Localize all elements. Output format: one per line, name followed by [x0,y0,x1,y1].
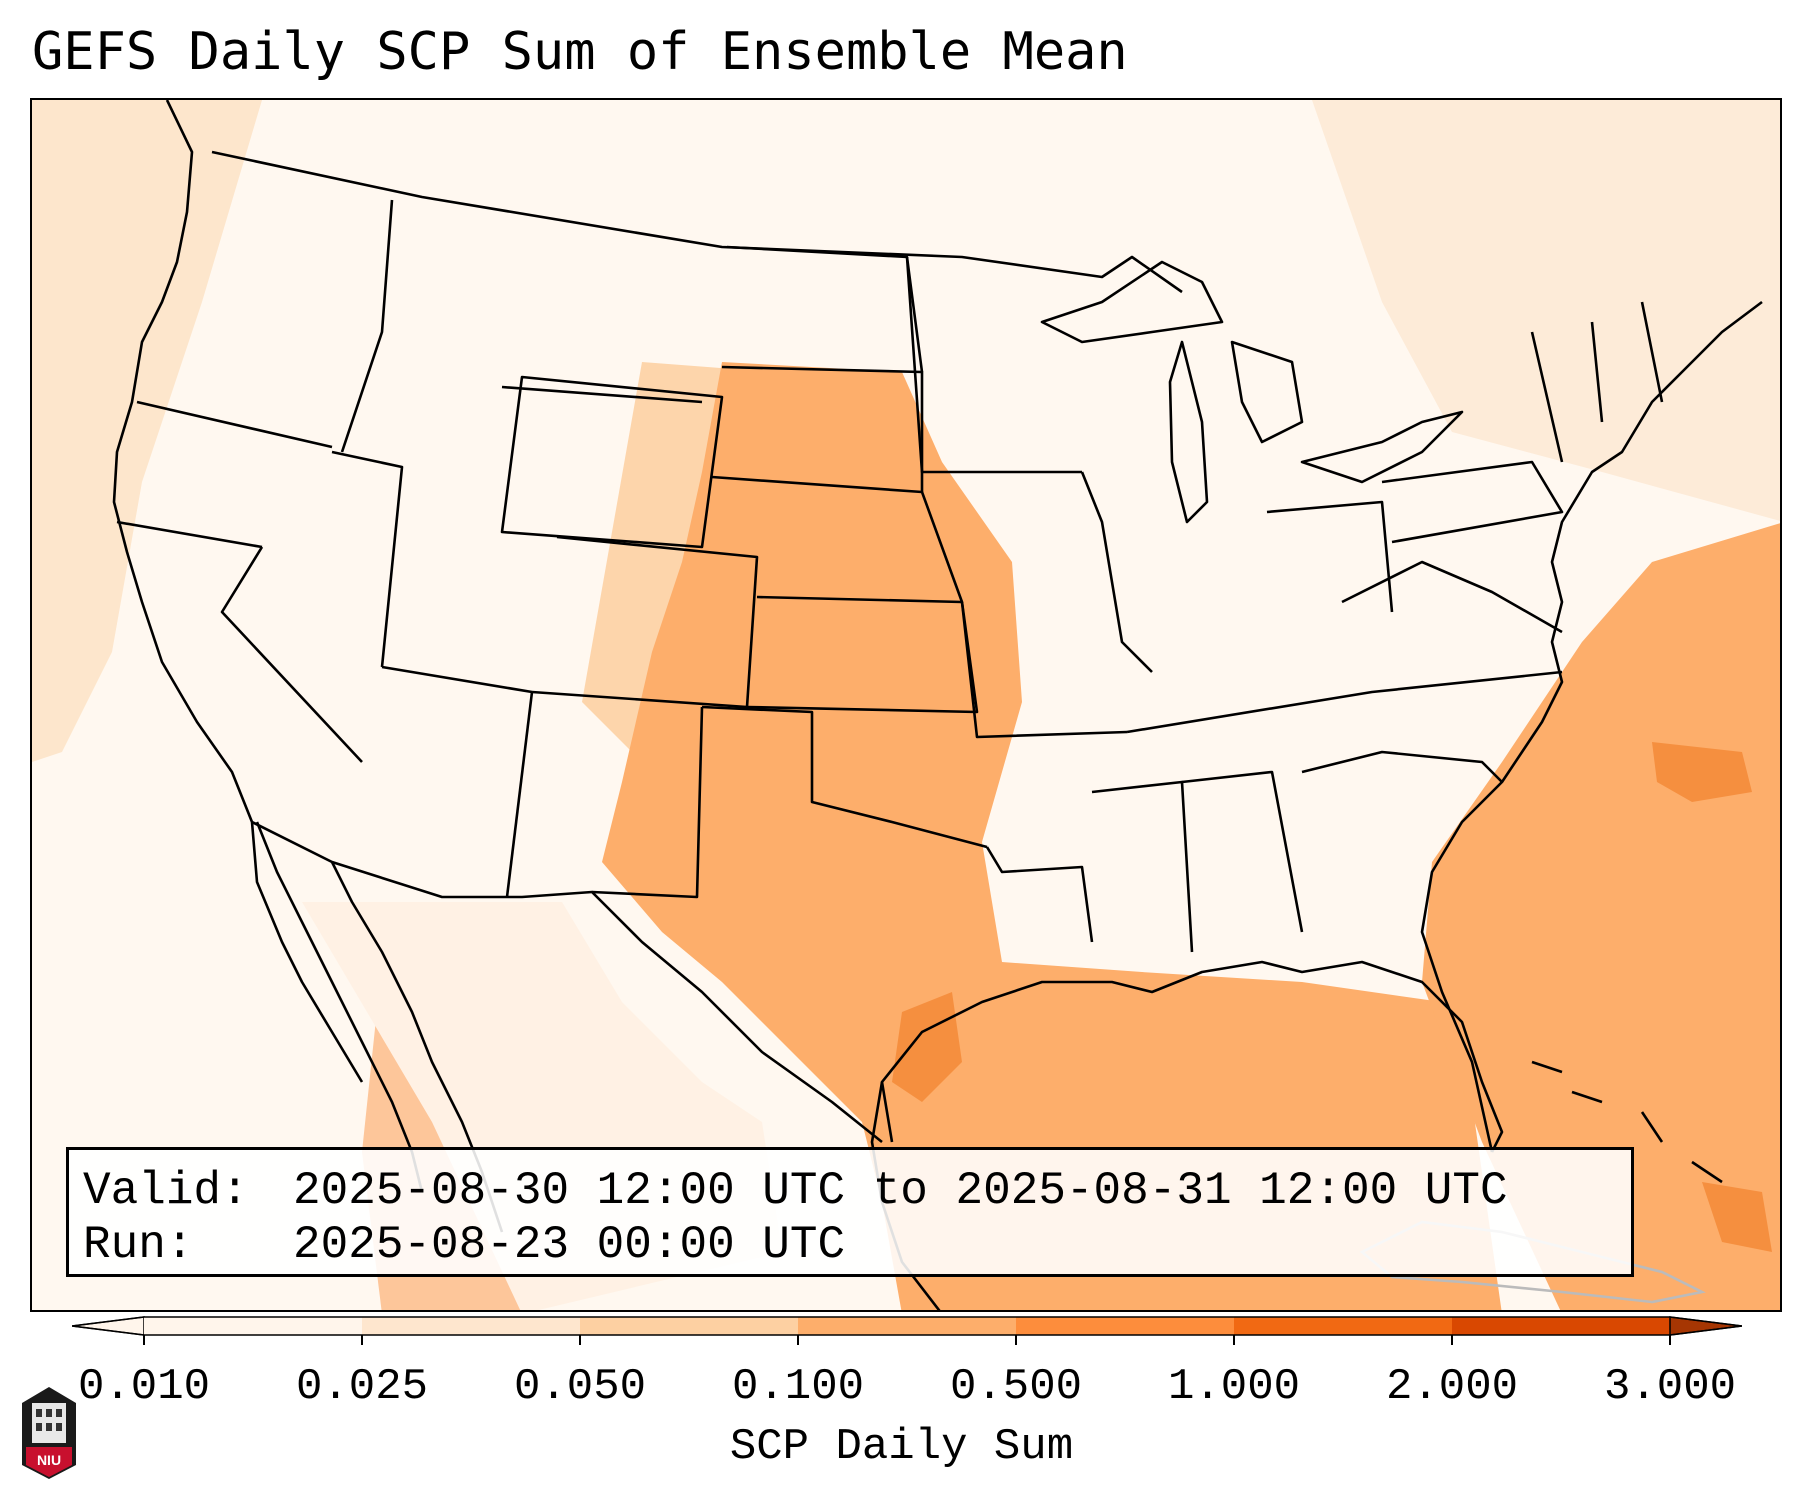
state-line-ca-nv [220,546,363,763]
valid-row: Valid: 2025-08-30 12:00 UTC to 2025-08-31… [83,1164,1631,1218]
state-line-nc-sc [1301,750,1503,783]
state-line-ne-states [1530,301,1664,463]
state-line-mn-ia [905,256,1082,474]
boundary-lines [112,100,1763,1310]
state-line-ar-la [985,846,1094,943]
valid-run-info-box: Valid: 2025-08-30 12:00 UTC to 2025-08-31… [66,1147,1634,1277]
colorbar-tick-label: 0.025 [295,1362,429,1412]
state-line-wy-box [500,375,724,549]
colorbar-segment [362,1317,581,1335]
state-line-tn-ky [1126,670,1563,734]
logo-red-band [26,1447,72,1477]
state-line-al-ga [1181,770,1304,933]
state-line-mt-wy [501,385,703,404]
shade-atlantic-dark-2 [1702,1182,1772,1252]
pacific-coastline [112,100,364,1083]
lake-huron [1230,340,1304,444]
map-panel [30,98,1782,1312]
gulf-coastline [880,960,1504,1153]
colorbar-tick-label: 0.500 [949,1362,1083,1412]
colorbar-segment [144,1317,363,1335]
state-line-ks [746,595,979,714]
lake-erie-ontario [1300,410,1464,484]
baja-coastline [255,821,424,1193]
map-title: GEFS Daily SCP Sum of Ensemble Mean [32,22,1128,82]
colorbar-segment [1452,1317,1671,1335]
lake-michigan [1168,340,1209,524]
colorbar-label: SCP Daily Sum [729,1422,1074,1472]
niu-logo: NIU [22,1387,76,1479]
state-line-wa-or [136,400,333,449]
valid-value: 2025-08-30 12:00 UTC to 2025-08-31 12:00… [293,1165,1508,1217]
logo-window [46,1423,52,1431]
state-line-oh [1266,500,1394,613]
state-line-pa-ny [1381,460,1564,544]
us-canada-border [211,150,1183,294]
colorbar-tick-label: 3.000 [1603,1362,1737,1412]
state-line-nm-tx [591,706,704,899]
state-line-id-mt [340,199,394,453]
colorbar-tick-label: 0.010 [77,1362,211,1412]
logo-window [36,1409,42,1417]
colorbar [72,1316,1742,1345]
logo-window [36,1423,42,1431]
run-value: 2025-08-23 00:00 UTC [293,1219,846,1271]
bahamas-outline [1531,1060,1723,1184]
state-line-nv-ut [331,450,404,668]
state-line-ut-az [381,665,533,694]
logo-window [46,1409,52,1417]
state-line-or-ca [116,520,263,549]
scp-shading [32,100,1780,1310]
colorbar-tick-label: 2.000 [1385,1362,1519,1412]
lake-superior [1040,260,1224,344]
atlantic-coastline [1420,300,1763,1153]
shade-pacific-low [32,100,262,762]
state-line-tx-ok [701,705,988,849]
colorbar-tick-label: 0.050 [513,1362,647,1412]
logo-text: NIU [37,1452,61,1468]
colorbar-tick-label: 1.000 [1167,1362,1301,1412]
valid-label: Valid: [83,1165,249,1217]
colorbar-segment [1234,1317,1453,1335]
shade-northeast-low [1312,100,1780,521]
run-label: Run: [83,1219,194,1271]
logo-window [56,1409,62,1417]
colorbar-tick-label: 0.100 [731,1362,865,1412]
colorbar-segment [798,1317,1017,1335]
state-line-va-wv [1341,560,1563,634]
shade-atlantic-dark-1 [1652,742,1752,802]
logo-window [56,1423,62,1431]
colorbar-extend-low [72,1316,145,1336]
state-line-il-in [1080,471,1153,673]
shade-atlantic-orange [1422,523,1780,1310]
state-line-az-nm [505,691,534,898]
colorbar-segment [1016,1317,1235,1335]
run-row: Run: 2025-08-23 00:00 UTC [83,1218,1631,1272]
us-mexico-border [251,820,883,1144]
state-line-co-box [531,535,759,709]
colorbar-segment [580,1317,799,1335]
colorbar-extend-high [1669,1316,1742,1336]
scp-field-map [32,100,1780,1310]
state-line-mo-ar [960,601,1128,739]
